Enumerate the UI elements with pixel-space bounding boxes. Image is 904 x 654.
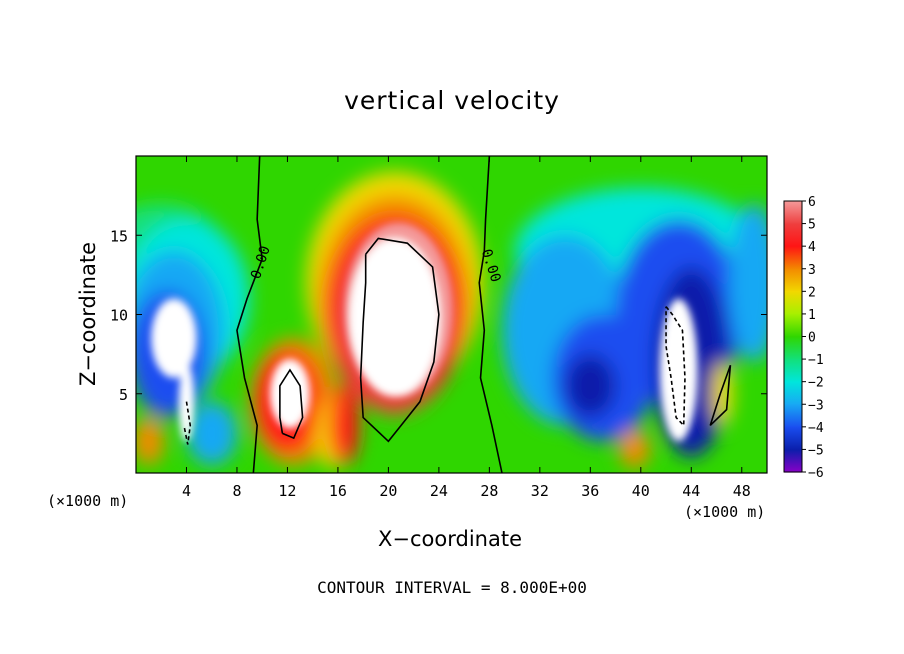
colorbar-segment (784, 449, 802, 473)
x-tick-label: 24 (430, 482, 448, 500)
y-axis-label: Z−coordinate (76, 242, 100, 386)
x-tick-label: 8 (232, 482, 241, 500)
contour-small (709, 364, 732, 427)
x-unit-left: (×1000 m) (47, 492, 129, 510)
colorbar-label: −2 (808, 376, 824, 391)
field-blob (565, 354, 616, 418)
colorbar-label: −1 (808, 353, 824, 368)
colorbar-label: −6 (808, 466, 824, 481)
x-tick-label: 20 (379, 482, 397, 500)
contour-interval-note: CONTOUR INTERVAL = 8.000E+00 (317, 578, 587, 597)
colorbar-label: 6 (808, 195, 816, 210)
colorbar-label: 4 (808, 240, 816, 255)
field-blob (329, 385, 360, 466)
field-blob (136, 417, 164, 466)
y-tick-label: 15 (110, 227, 128, 245)
x-tick-label: 44 (682, 482, 700, 500)
colorbar-segment (784, 201, 802, 225)
downdraft-core (151, 298, 197, 378)
colorbar-label: 1 (808, 308, 816, 323)
colorbar-segment (784, 246, 802, 270)
contour-dashed (665, 306, 686, 428)
downdraft-core (659, 298, 698, 442)
field-blob (729, 203, 767, 363)
x-unit-right: (×1000 m) (684, 503, 766, 521)
field-blob (619, 430, 650, 469)
colorbar-segment (784, 426, 802, 451)
x-tick-label: 48 (733, 482, 751, 500)
colorbar-label: 3 (808, 263, 816, 278)
colorbar-segment (784, 359, 802, 383)
colorbar-segment (784, 223, 802, 247)
colorbar-segment (784, 291, 802, 315)
updraft-core (349, 238, 441, 397)
colorbar-label: 0 (808, 331, 816, 346)
downdraft-core (178, 362, 195, 442)
colorbar-segment (784, 404, 802, 428)
field-blob (712, 362, 733, 426)
y-tick-label: 5 (119, 386, 128, 404)
chart-title: vertical velocity (344, 86, 560, 115)
x-tick-label: 28 (480, 482, 498, 500)
x-tick-label: 16 (329, 482, 347, 500)
colorbar-label: −3 (808, 398, 824, 413)
x-axis: 4 8 12 16 20 24 28 32 36 40 44 48 (182, 156, 751, 500)
x-axis-label: X−coordinate (378, 527, 522, 551)
colorbar-label: 2 (808, 285, 816, 300)
y-axis: 5 10 15 (110, 227, 767, 404)
contour-zero-left (236, 156, 264, 473)
colorbar-segment (784, 268, 802, 292)
colorbar: 6 5 4 3 2 1 0 −1 −2 −3 −4 −5 −6 (783, 195, 824, 481)
colorbar-label: −4 (808, 421, 824, 436)
field-blob (186, 401, 237, 466)
x-tick-label: 36 (581, 482, 599, 500)
contour-core (279, 368, 304, 440)
contour-zero-right (478, 156, 503, 473)
colorbar-label: −5 (808, 443, 824, 458)
colorbar-segment (784, 381, 802, 405)
contour-core (359, 237, 440, 443)
zero-contours (183, 156, 732, 473)
y-tick-label: 10 (110, 307, 128, 325)
x-tick-label: 12 (278, 482, 296, 500)
x-tick-label: 4 (182, 482, 191, 500)
x-tick-label: 40 (632, 482, 650, 500)
colorbar-label: 5 (808, 218, 816, 233)
x-tick-label: 32 (531, 482, 549, 500)
colorbar-segment (784, 313, 802, 338)
colorbar-segment (784, 336, 802, 360)
contour-dashed (183, 401, 192, 445)
